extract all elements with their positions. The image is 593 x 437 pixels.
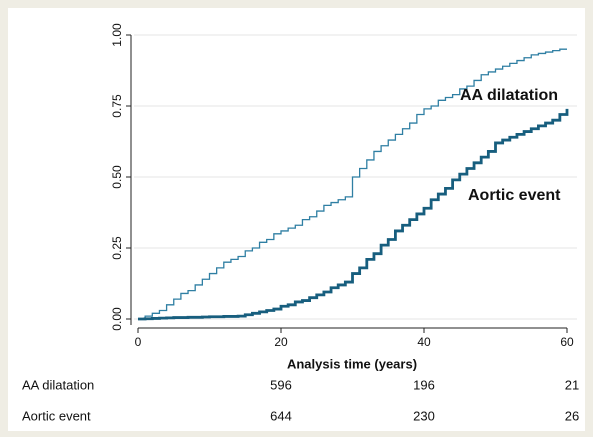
risk-value: 21 <box>565 377 579 392</box>
risk-value: 26 <box>565 408 579 423</box>
x-tick-label: 60 <box>560 335 574 349</box>
x-axis-title: Analysis time (years) <box>287 356 417 371</box>
risk-value: 230 <box>413 408 435 423</box>
x-tick-label: 0 <box>135 335 142 349</box>
risk-value: 196 <box>413 377 435 392</box>
x-tick-label: 40 <box>417 335 431 349</box>
step-line <box>138 108 569 321</box>
y-tick-label: 0.25 <box>110 236 124 260</box>
y-tick-label: 0.00 <box>110 307 124 331</box>
risk-row-label: AA dilatation <box>22 377 94 392</box>
y-tick-label: 0.75 <box>110 94 124 118</box>
step-line <box>138 48 567 320</box>
y-tick-label: 1.00 <box>110 23 124 47</box>
risk-value: 596 <box>270 377 292 392</box>
x-tick-label: 20 <box>274 335 288 349</box>
series-label: AA dilatation <box>460 87 558 104</box>
y-tick-label: 0.50 <box>110 165 124 189</box>
panel <box>8 8 585 431</box>
risk-value: 644 <box>270 408 292 423</box>
risk-row-label: Aortic event <box>22 408 91 423</box>
series-label: Aortic event <box>468 187 561 204</box>
